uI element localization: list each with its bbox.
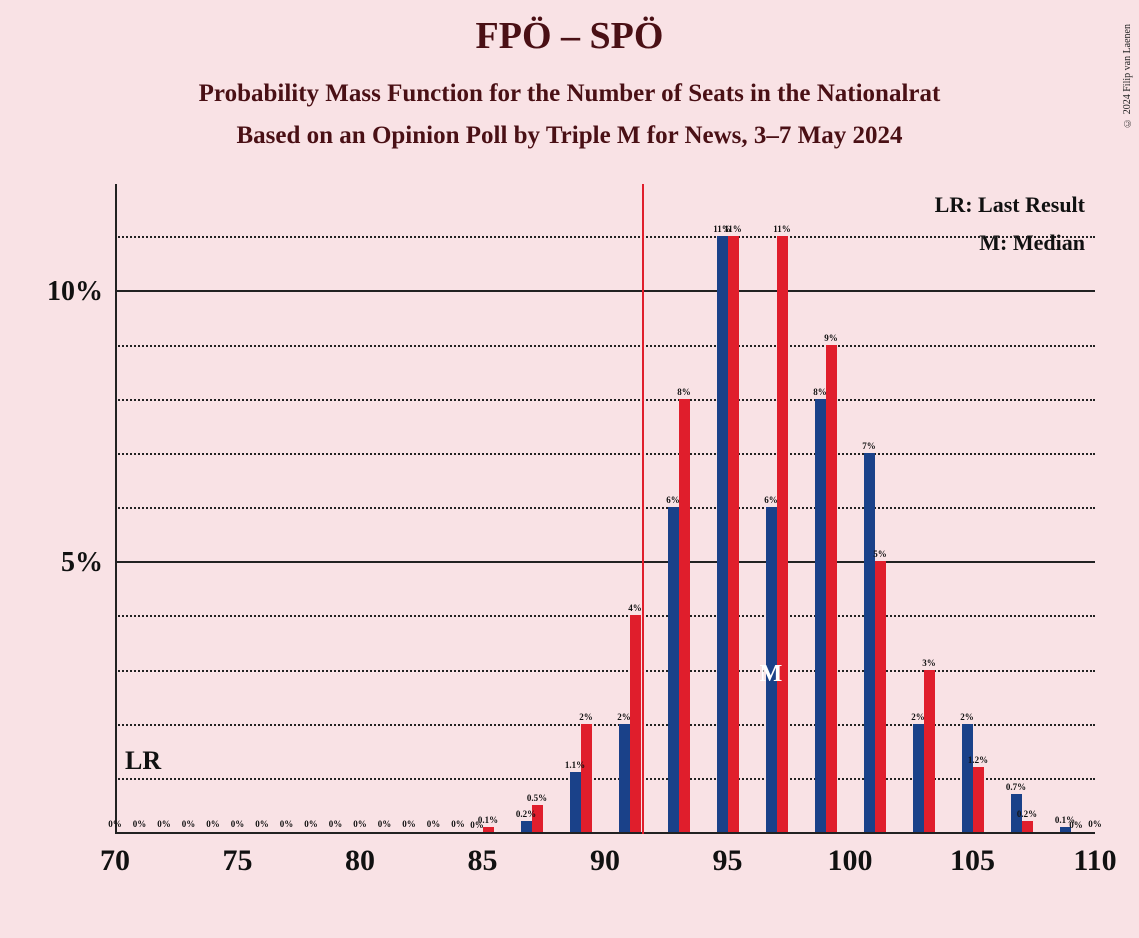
bar-value-label: 3%	[922, 658, 936, 668]
bar-value-label: 0%	[108, 819, 122, 829]
bar-value-label: 0.2%	[516, 809, 536, 819]
bar-value-label: 1.1%	[565, 760, 585, 770]
bar-value-label: 0%	[133, 819, 147, 829]
bar-red	[630, 615, 641, 832]
bar-red	[679, 399, 690, 832]
bar-blue	[570, 772, 581, 832]
bar-value-label: 11%	[724, 224, 742, 234]
gridline-minor	[115, 778, 1095, 780]
bar-value-label: 0%	[353, 819, 367, 829]
bar-value-label: 0%	[378, 819, 392, 829]
bar-value-label: 2%	[960, 712, 974, 722]
gridline-minor	[115, 345, 1095, 347]
x-tick-label: 95	[713, 844, 743, 878]
bar-value-label: 2%	[579, 712, 593, 722]
subtitle-2: Based on an Opinion Poll by Triple M for…	[0, 122, 1139, 150]
gridline-major	[115, 290, 1095, 292]
x-tick-label: 105	[950, 844, 995, 878]
bar-blue	[521, 821, 532, 832]
bar-red	[777, 236, 788, 832]
titles-block: FPÖ – SPÖ Probability Mass Function for …	[0, 14, 1139, 150]
x-tick-label: 100	[828, 844, 873, 878]
bar-value-label: 0.1%	[478, 815, 498, 825]
bar-value-label: 0.2%	[1017, 809, 1037, 819]
bar-value-label: 0.5%	[527, 793, 547, 803]
bar-red	[924, 670, 935, 833]
bar-red	[875, 561, 886, 832]
bar-value-label: 0%	[157, 819, 171, 829]
bar-value-label: 9%	[824, 333, 838, 343]
bar-blue	[619, 724, 630, 832]
bar-value-label: 0%	[427, 819, 441, 829]
bar-value-label: 11%	[773, 224, 791, 234]
x-tick-label: 70	[100, 844, 130, 878]
x-tick-label: 110	[1073, 844, 1116, 878]
subtitle-1: Probability Mass Function for the Number…	[0, 80, 1139, 108]
y-tick-label: 5%	[61, 547, 103, 579]
copyright-text: © 2024 Filip van Laenen	[1122, 24, 1133, 128]
bar-red	[973, 767, 984, 832]
bar-value-label: 0%	[1088, 819, 1102, 829]
bar-red	[581, 724, 592, 832]
x-tick-label: 90	[590, 844, 620, 878]
x-tick-label: 75	[223, 844, 253, 878]
legend-lr: LR: Last Result	[935, 192, 1085, 218]
bar-value-label: 0%	[304, 819, 318, 829]
chart-area: LR: Last Result M: Median 5%10%707580859…	[115, 184, 1095, 834]
gridline-minor	[115, 670, 1095, 672]
gridline-minor	[115, 399, 1095, 401]
median-marker: M	[760, 661, 783, 688]
bar-value-label: 0%	[255, 819, 269, 829]
bar-value-label: 2%	[911, 712, 925, 722]
bar-blue	[864, 453, 875, 832]
x-tick-label: 85	[468, 844, 498, 878]
bar-red	[483, 827, 494, 832]
bar-value-label: 0%	[1069, 820, 1083, 830]
y-tick-label: 10%	[47, 276, 103, 308]
bar-red	[728, 236, 739, 832]
bar-red	[826, 345, 837, 833]
bar-value-label: 2%	[617, 712, 631, 722]
bar-value-label: 0%	[280, 819, 294, 829]
bar-blue	[962, 724, 973, 832]
gridline-minor	[115, 507, 1095, 509]
bar-value-label: 0%	[206, 819, 220, 829]
bar-value-label: 8%	[677, 387, 691, 397]
bar-value-label: 0%	[231, 819, 245, 829]
gridline-major	[115, 561, 1095, 563]
bar-value-label: 4%	[628, 603, 642, 613]
main-title: FPÖ – SPÖ	[0, 14, 1139, 58]
legend-m: M: Median	[979, 230, 1085, 256]
gridline-minor	[115, 615, 1095, 617]
bar-blue	[668, 507, 679, 832]
bar-blue	[913, 724, 924, 832]
bar-value-label: 0%	[402, 819, 416, 829]
x-axis	[115, 832, 1095, 834]
gridline-minor	[115, 453, 1095, 455]
bar-value-label: 1.2%	[968, 755, 988, 765]
bar-value-label: 5%	[873, 549, 887, 559]
bar-value-label: 0%	[451, 819, 465, 829]
lr-marker: LR	[125, 746, 161, 776]
bar-value-label: 6%	[764, 495, 778, 505]
bar-blue	[815, 399, 826, 832]
y-axis	[115, 184, 117, 834]
bar-value-label: 0.7%	[1006, 782, 1026, 792]
bar-blue	[717, 236, 728, 832]
bar-value-label: 0%	[182, 819, 196, 829]
bar-value-label: 6%	[666, 495, 680, 505]
bar-value-label: 0%	[329, 819, 343, 829]
bar-value-label: 8%	[813, 387, 827, 397]
bar-red	[1022, 821, 1033, 832]
median-line	[642, 184, 644, 834]
gridline-minor	[115, 724, 1095, 726]
bar-value-label: 7%	[862, 441, 876, 451]
gridline-minor	[115, 236, 1095, 238]
x-tick-label: 80	[345, 844, 375, 878]
